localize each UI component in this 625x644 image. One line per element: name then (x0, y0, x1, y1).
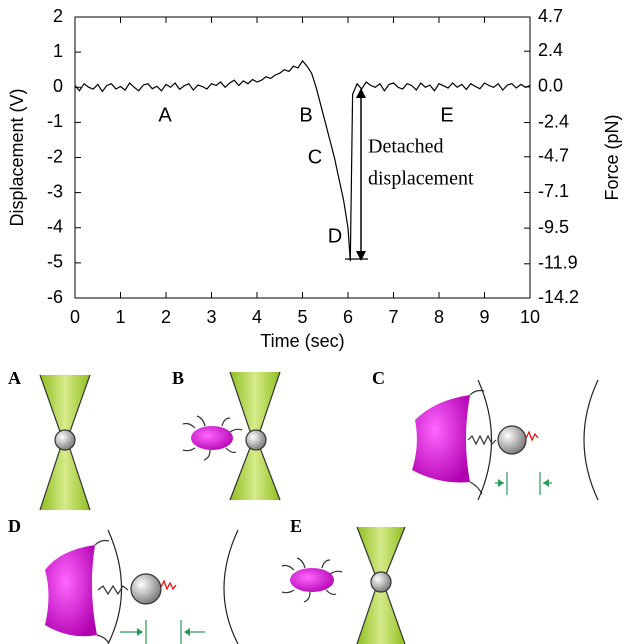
arrow-head (498, 479, 549, 487)
y-tick-label: 0 (53, 76, 63, 96)
annotation: D (328, 225, 342, 247)
x-tick-label: 5 (297, 307, 307, 327)
y-tick-label: 2 (53, 6, 63, 26)
annotation: displacement (368, 168, 474, 190)
flagella (281, 557, 343, 603)
bead (130, 573, 162, 605)
cell (412, 395, 470, 483)
panel-label: E (290, 516, 302, 536)
x-tick-label: 1 (115, 307, 125, 327)
panel-labels: A B C D E (8, 368, 385, 536)
y-tick-label: -6 (47, 287, 63, 307)
x-tick-label: 3 (206, 307, 216, 327)
y2-tick-label: -14.2 (538, 287, 579, 307)
data-line (74, 59, 531, 262)
x-tick-label: 4 (252, 307, 262, 327)
y-tick-label: -4 (47, 217, 63, 237)
x-tick-label: 6 (343, 307, 353, 327)
arrow (120, 620, 205, 644)
panel-label: A (8, 368, 21, 388)
cell (290, 568, 334, 592)
annotation: A (158, 104, 172, 126)
y-tick-label: -2 (47, 146, 63, 166)
y-tick-label: -5 (47, 252, 63, 272)
annotation: Detached (368, 136, 444, 158)
annotation: C (308, 146, 322, 168)
x-tick-label: 0 (70, 307, 80, 327)
arrow-head (137, 628, 190, 636)
cell (45, 545, 97, 637)
y2-tick-label: -11.9 (538, 253, 578, 273)
annotation: B (299, 104, 312, 126)
panel-label: B (172, 368, 184, 388)
y2-tick-label: -9.5 (538, 217, 569, 237)
x-tick-label: 8 (434, 307, 444, 327)
y-tick-label: -1 (47, 111, 63, 131)
y2-tick-label: -2.4 (538, 111, 569, 131)
y-axis-label: Displacement (V) (7, 88, 27, 226)
bead (497, 425, 527, 455)
spring (97, 584, 129, 596)
y2-tick-label: -4.7 (538, 146, 569, 166)
x-tick-label: 10 (520, 307, 540, 327)
spring (467, 434, 497, 446)
x-tick-label: 2 (161, 307, 171, 327)
tether (160, 579, 177, 591)
y-tick-label: -3 (47, 181, 63, 201)
tether (525, 430, 539, 442)
x-tick-label: 9 (479, 307, 489, 327)
annotation: E (440, 104, 453, 126)
bead (245, 429, 267, 451)
beam-edge (477, 379, 599, 501)
bead (370, 571, 392, 593)
y-tick-label: 1 (53, 41, 63, 61)
diagrams (39, 371, 599, 644)
y2-tick-label: 2.4 (538, 40, 563, 60)
bead (54, 429, 76, 451)
panel-label: D (8, 516, 21, 536)
flagella (94, 539, 110, 644)
y2-tick-label: 0.0 (538, 76, 563, 96)
cell (191, 426, 233, 450)
y2-axis-label: Force (pN) (602, 114, 622, 200)
y2-tick-label: 4.7 (538, 6, 563, 26)
plot: 0 1 2 3 4 5 6 7 8 9 10 -6 -5 -4 -3 -2 -1 0 1 2 -14.2 -11.9 -9.… (7, 6, 622, 351)
arrow (495, 472, 552, 495)
x-tick-label: 7 (388, 307, 398, 327)
x-axis-label: Time (sec) (260, 331, 344, 351)
plot-frame (74, 16, 531, 299)
beam-edge (107, 529, 239, 644)
flagella (182, 415, 243, 461)
y2-tick-label: -7.1 (538, 181, 569, 201)
panel-label: C (372, 368, 385, 388)
